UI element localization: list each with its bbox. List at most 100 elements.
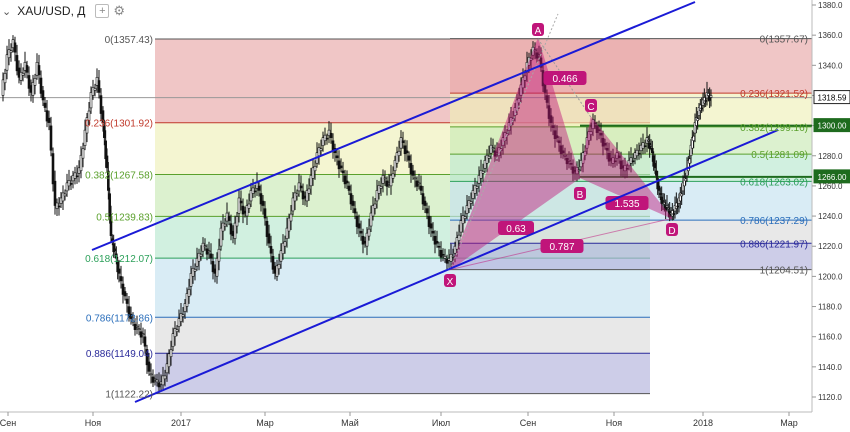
candle-body bbox=[329, 132, 333, 138]
chevron-down-icon[interactable]: ⌄ bbox=[2, 5, 12, 18]
candle-body bbox=[157, 382, 161, 388]
candle-body bbox=[291, 197, 295, 212]
candle-body bbox=[507, 122, 511, 131]
candle-body bbox=[395, 152, 399, 164]
candle-body bbox=[73, 172, 77, 179]
candle-body bbox=[253, 190, 257, 193]
candle-body bbox=[355, 215, 359, 227]
candle-body bbox=[207, 250, 211, 253]
candle-body bbox=[13, 42, 17, 53]
candle-body bbox=[393, 159, 397, 172]
candle-body bbox=[411, 170, 415, 176]
candle-body bbox=[295, 193, 299, 197]
candle-body bbox=[129, 313, 133, 319]
candle-body bbox=[121, 283, 125, 295]
candle-body bbox=[409, 163, 413, 175]
candle-body bbox=[185, 293, 189, 307]
candle-body bbox=[451, 255, 455, 258]
candle-body bbox=[365, 232, 369, 247]
candle-body bbox=[243, 210, 247, 214]
candle-body bbox=[471, 190, 475, 199]
fib-left-zone bbox=[155, 353, 650, 394]
candle-body bbox=[231, 230, 235, 236]
candle-body bbox=[667, 207, 670, 210]
candle-body bbox=[155, 379, 159, 383]
candle-body bbox=[311, 167, 315, 179]
candle-body bbox=[567, 159, 571, 162]
candle-body bbox=[549, 115, 553, 123]
candle-body bbox=[661, 200, 665, 202]
candle-body bbox=[189, 273, 193, 287]
candle-body bbox=[263, 208, 267, 219]
candle-body bbox=[43, 102, 47, 108]
x-tick-label: Ноя bbox=[85, 418, 102, 428]
candle-body bbox=[27, 75, 31, 89]
candle-body bbox=[77, 167, 81, 174]
candle-body bbox=[289, 213, 293, 222]
channel-lower bbox=[134, 129, 779, 403]
candle-body bbox=[325, 137, 329, 140]
candle-body bbox=[625, 168, 629, 170]
candle-body bbox=[421, 193, 425, 205]
candle-body bbox=[459, 220, 463, 233]
candle-body bbox=[283, 241, 287, 247]
candle-body bbox=[79, 154, 83, 172]
candle-body bbox=[217, 248, 221, 262]
fib-left-label: 0.382(1267.58) bbox=[85, 170, 153, 181]
candle-body bbox=[71, 175, 75, 182]
candle-body bbox=[201, 242, 205, 252]
x-tick-label: 2017 bbox=[171, 418, 191, 428]
candle-body bbox=[101, 110, 105, 123]
candle-body bbox=[467, 200, 471, 209]
candle-body bbox=[485, 154, 489, 164]
fib-left-label: 0.886(1149.04) bbox=[86, 349, 153, 360]
add-symbol-icon[interactable]: + bbox=[95, 4, 110, 18]
candle-body bbox=[25, 65, 29, 73]
candle-body bbox=[307, 188, 311, 194]
candle-body bbox=[141, 333, 145, 335]
candle-body bbox=[337, 160, 341, 170]
candle-body bbox=[21, 73, 25, 76]
fib-right-label: 1(1204.51) bbox=[760, 266, 808, 277]
pattern-point-d: D bbox=[666, 223, 678, 237]
candle-body bbox=[347, 185, 351, 191]
fib-left-label: 0(1357.43) bbox=[105, 35, 153, 46]
candle-body bbox=[135, 325, 139, 328]
x-tick-label: Сен bbox=[0, 418, 16, 428]
candle-body bbox=[651, 148, 654, 154]
fib-right-label: 0.5(1281.09) bbox=[751, 150, 808, 161]
candle-body bbox=[277, 264, 281, 270]
candle-body bbox=[95, 77, 99, 86]
candle-body bbox=[589, 131, 593, 135]
symbol-label[interactable]: XAU/USD, Д bbox=[17, 4, 86, 18]
y-tick-label: 1360.0 bbox=[818, 31, 843, 40]
candle-body bbox=[483, 159, 487, 169]
candle-body bbox=[257, 185, 261, 191]
fib-right-zone bbox=[450, 243, 812, 270]
candle-body bbox=[605, 147, 609, 151]
candle-body bbox=[109, 216, 113, 236]
candle-body bbox=[559, 145, 563, 155]
candle-body bbox=[696, 118, 699, 121]
candle-body bbox=[431, 230, 435, 234]
candle-body bbox=[359, 230, 363, 234]
candle-body bbox=[335, 155, 339, 159]
candle-body bbox=[205, 248, 209, 255]
x-tick-label: Ноя bbox=[606, 418, 623, 428]
candle-body bbox=[577, 169, 581, 172]
fib-right-label: 0(1357.67) bbox=[760, 35, 808, 46]
candle-body bbox=[83, 129, 87, 146]
gear-icon[interactable]: ⚙ bbox=[113, 3, 126, 18]
candle-body bbox=[465, 205, 469, 214]
point-box bbox=[666, 223, 678, 236]
candle-body bbox=[47, 117, 51, 123]
y-tick-label: 1380.0 bbox=[818, 1, 843, 10]
candle-body bbox=[527, 56, 531, 66]
candle-body bbox=[147, 361, 151, 372]
candle-body bbox=[15, 55, 19, 72]
candle-body bbox=[127, 306, 131, 318]
candle-body bbox=[455, 237, 459, 250]
candle-body bbox=[61, 192, 65, 202]
y-tick-label: 1280.0 bbox=[818, 152, 843, 161]
